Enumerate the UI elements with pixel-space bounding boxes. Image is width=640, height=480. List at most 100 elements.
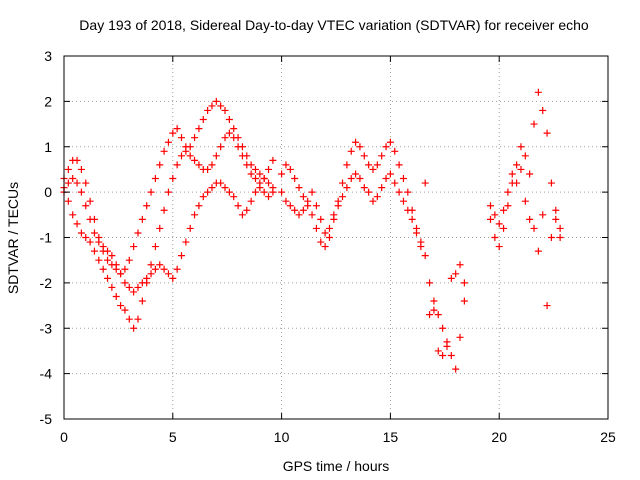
data-point bbox=[69, 211, 77, 219]
data-point bbox=[182, 143, 190, 151]
data-point bbox=[238, 211, 246, 219]
data-point bbox=[265, 193, 273, 201]
y-tick-label: 2 bbox=[44, 93, 52, 109]
data-point bbox=[104, 274, 112, 282]
data-point bbox=[191, 134, 199, 142]
data-point bbox=[64, 179, 72, 187]
data-point bbox=[526, 215, 534, 223]
y-tick-label: -3 bbox=[40, 320, 53, 336]
data-point bbox=[356, 143, 364, 151]
data-point bbox=[130, 243, 138, 251]
data-point bbox=[178, 252, 186, 260]
data-point bbox=[77, 229, 85, 237]
data-point bbox=[491, 234, 499, 241]
data-point bbox=[517, 165, 525, 173]
data-point bbox=[500, 206, 508, 214]
y-tick-label: 3 bbox=[44, 48, 52, 64]
data-point bbox=[543, 302, 551, 310]
y-axis-label: SDTVAR / TECUs bbox=[5, 182, 21, 294]
y-tick-label: 0 bbox=[44, 184, 52, 200]
data-point bbox=[391, 179, 399, 187]
data-point bbox=[369, 197, 377, 205]
data-point bbox=[486, 202, 494, 210]
data-point bbox=[212, 97, 220, 105]
data-point bbox=[134, 315, 142, 323]
data-point bbox=[304, 197, 312, 205]
data-point bbox=[317, 238, 325, 246]
data-point bbox=[186, 152, 194, 160]
series-track-e bbox=[278, 170, 425, 251]
data-point bbox=[143, 202, 151, 210]
data-point bbox=[86, 197, 94, 205]
data-point bbox=[378, 184, 386, 192]
data-point bbox=[404, 188, 412, 196]
data-point bbox=[186, 224, 194, 232]
data-point bbox=[64, 197, 72, 205]
data-point bbox=[160, 265, 168, 273]
data-point bbox=[369, 165, 377, 173]
data-point bbox=[339, 179, 347, 187]
data-point bbox=[230, 193, 238, 201]
data-point bbox=[151, 265, 159, 273]
data-point bbox=[121, 306, 129, 314]
data-point bbox=[182, 238, 190, 246]
data-point bbox=[104, 247, 112, 255]
data-point bbox=[73, 220, 81, 228]
data-point bbox=[347, 147, 355, 155]
data-point bbox=[230, 134, 238, 142]
data-point bbox=[225, 116, 233, 124]
data-point bbox=[495, 220, 503, 228]
data-point bbox=[543, 129, 551, 137]
data-point bbox=[495, 243, 503, 251]
data-point bbox=[64, 165, 72, 173]
data-point bbox=[260, 188, 268, 196]
data-point bbox=[312, 202, 320, 210]
data-point bbox=[164, 270, 172, 278]
axis-ticks bbox=[63, 55, 609, 420]
x-tick-label: 15 bbox=[383, 429, 399, 445]
data-point bbox=[160, 206, 168, 214]
y-tick-label: 1 bbox=[44, 139, 52, 155]
data-point bbox=[221, 106, 229, 114]
data-point bbox=[125, 315, 133, 323]
data-point bbox=[204, 165, 212, 173]
data-point bbox=[221, 184, 229, 192]
data-point bbox=[299, 206, 307, 214]
data-point bbox=[395, 188, 403, 196]
data-point bbox=[191, 156, 199, 164]
data-point bbox=[247, 170, 255, 178]
data-point bbox=[312, 224, 320, 232]
data-point bbox=[347, 175, 355, 183]
data-point bbox=[95, 256, 103, 264]
data-point bbox=[356, 175, 364, 183]
data-point bbox=[208, 102, 216, 110]
data-point bbox=[269, 156, 277, 164]
data-point bbox=[99, 265, 107, 273]
data-point bbox=[156, 224, 164, 232]
y-tick-labels: -5 -4 -3 -2 -1 0 1 2 3 bbox=[40, 48, 53, 427]
x-tick-label: 5 bbox=[169, 429, 177, 445]
data-point bbox=[399, 175, 407, 183]
data-point bbox=[426, 279, 434, 287]
data-point bbox=[308, 211, 316, 219]
data-point bbox=[82, 179, 90, 187]
data-point bbox=[352, 138, 360, 146]
data-point bbox=[243, 206, 251, 214]
data-point bbox=[125, 283, 133, 291]
data-point bbox=[225, 188, 233, 196]
data-point bbox=[439, 351, 447, 359]
data-point bbox=[221, 134, 229, 142]
data-point bbox=[251, 175, 259, 183]
data-point bbox=[378, 152, 386, 160]
data-point bbox=[539, 106, 547, 114]
data-point bbox=[234, 143, 242, 151]
data-point bbox=[178, 134, 186, 142]
data-point bbox=[199, 116, 207, 124]
data-point bbox=[395, 161, 403, 169]
data-point bbox=[86, 238, 94, 246]
data-point bbox=[243, 161, 251, 169]
x-axis-label: GPS time / hours bbox=[283, 458, 390, 474]
data-point bbox=[169, 129, 177, 137]
data-point bbox=[225, 129, 233, 137]
data-point bbox=[282, 161, 290, 169]
